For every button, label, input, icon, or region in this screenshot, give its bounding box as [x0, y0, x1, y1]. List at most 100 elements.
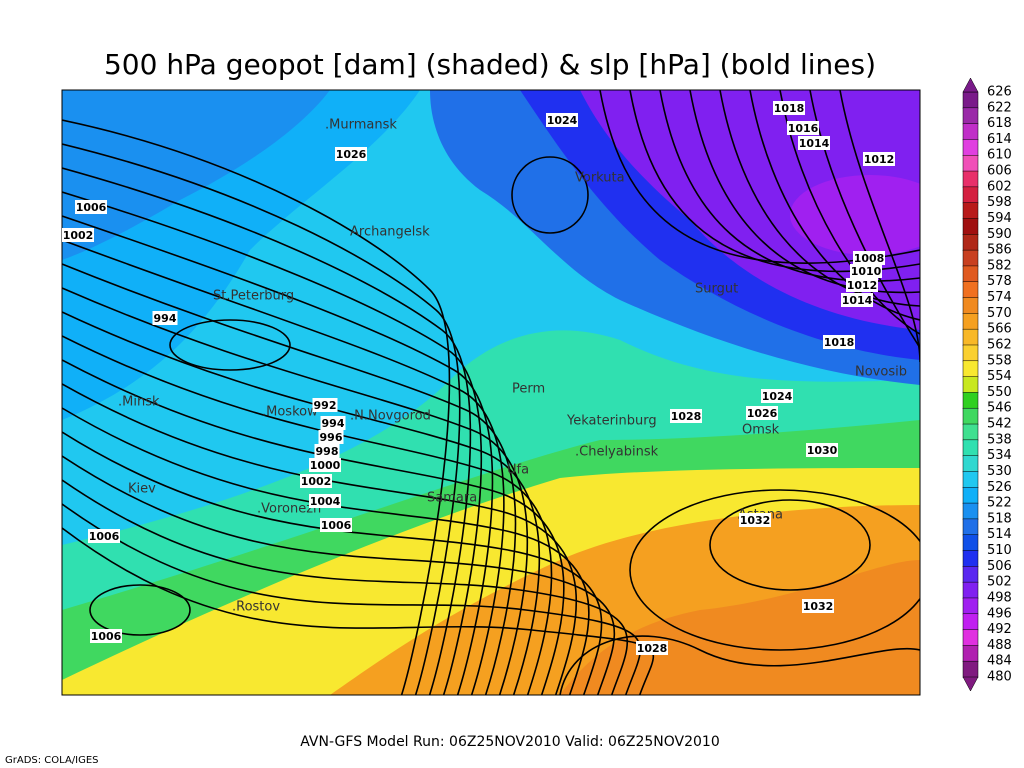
isobar — [629, 90, 920, 273]
isobar-label: 1004 — [310, 495, 341, 508]
isobar-label: 994 — [154, 312, 177, 325]
shade-lavender — [790, 175, 920, 255]
isobar-label-box — [88, 529, 120, 543]
isobar-label: 1032 — [803, 600, 834, 613]
colorbar-label: 488 — [987, 638, 1012, 653]
isobar-label-box — [798, 136, 830, 150]
colorbar-swatch — [962, 471, 979, 489]
colorbar-swatch — [962, 107, 979, 125]
colorbar-swatch — [962, 202, 979, 220]
isobar-label-box — [746, 406, 778, 420]
isobar-label: 1028 — [671, 410, 702, 423]
city-label: Novosib — [855, 365, 907, 380]
colorbar-swatch — [962, 154, 979, 172]
colorbar-swatch — [962, 439, 979, 457]
colorbar-swatch — [962, 218, 979, 236]
city-label: St.Peterburg — [213, 289, 294, 304]
isobar-label: 1026 — [747, 407, 778, 420]
colorbar-label: 586 — [987, 243, 1012, 258]
city-label: .Chelyabinsk — [575, 445, 659, 460]
isobar — [511, 156, 589, 234]
isobar-label-box — [802, 599, 834, 613]
colorbar-label: 554 — [987, 369, 1012, 384]
isobar — [62, 431, 603, 695]
isobar-label: 1006 — [321, 519, 352, 532]
colorbar: 6266226186146106066025985945905865825785… — [962, 77, 1012, 692]
colorbar-label: 606 — [987, 164, 1012, 179]
isobar-label: 1012 — [864, 153, 895, 166]
colorbar-label: 550 — [987, 385, 1012, 400]
city-label: .Minsk — [118, 395, 160, 410]
isobar — [62, 359, 565, 695]
isobar-label: 1028 — [637, 642, 668, 655]
city-label: Surgut — [695, 282, 738, 297]
isobar — [62, 191, 483, 695]
colorbar-label: 626 — [987, 85, 1012, 100]
isobar-label-box — [853, 251, 885, 265]
colorbar-label: 618 — [987, 116, 1012, 131]
colorbar-label: 602 — [987, 179, 1012, 194]
shaded-field — [62, 90, 920, 695]
isobar-label: 1012 — [847, 279, 878, 292]
colorbar-swatch — [962, 566, 979, 583]
colorbar-label: 480 — [987, 670, 1012, 685]
colorbar-swatch — [962, 91, 979, 109]
colorbar-swatch — [962, 249, 979, 267]
colorbar-swatch — [962, 423, 979, 441]
isobar-label: 1018 — [824, 336, 855, 349]
colorbar-label: 538 — [987, 432, 1012, 447]
isobar — [62, 239, 505, 695]
colorbar-label: 614 — [987, 132, 1012, 147]
city-label: Yekaterinburg — [566, 414, 657, 429]
isobar — [89, 584, 191, 636]
isobar — [62, 407, 590, 695]
city-label: .Murmansk — [325, 118, 397, 133]
colorbar-swatch — [962, 170, 979, 188]
isobar — [709, 499, 871, 591]
city-label: Samara — [427, 491, 477, 506]
isobar — [62, 215, 494, 695]
isobar-label-box — [761, 389, 793, 403]
colorbar-swatch — [962, 392, 979, 409]
colorbar-swatch — [962, 328, 979, 346]
colorbar-swatch — [962, 123, 979, 141]
colorbar-label: 496 — [987, 606, 1012, 621]
shade-blue-nw — [62, 90, 330, 260]
isobar-label-box — [823, 335, 855, 349]
isobar-label: 996 — [320, 431, 343, 444]
colorbar-label: 526 — [987, 480, 1012, 495]
isobar — [62, 143, 461, 695]
isobar-label: 1002 — [301, 475, 332, 488]
colorbar-swatch — [962, 629, 979, 647]
city-label: Omsk — [742, 423, 780, 438]
isobar-label: 1014 — [842, 294, 873, 307]
colorbar-swatch — [962, 534, 979, 552]
isobar-label-box — [850, 264, 882, 278]
colorbar-label: 530 — [987, 464, 1012, 479]
colorbar-label: 534 — [987, 448, 1012, 463]
isobar-label-box — [846, 278, 878, 292]
isobar-label: 1014 — [799, 137, 830, 150]
colorbar-label: 492 — [987, 622, 1012, 637]
isobar-label-box — [773, 101, 805, 115]
colorbar-label: 598 — [987, 195, 1012, 210]
isobar-label: 994 — [322, 417, 345, 430]
colorbar-swatch — [962, 186, 979, 204]
colorbar-swatch — [962, 597, 979, 615]
isobar-label: 1032 — [740, 514, 771, 527]
isobar-label-box — [739, 513, 771, 527]
isobar-label-box — [787, 121, 819, 135]
isobar-label-box — [863, 152, 895, 166]
isobar-label-box — [318, 430, 344, 444]
colorbar-swatch — [962, 502, 979, 520]
isobar — [62, 383, 578, 695]
colorbar-label: 574 — [987, 290, 1012, 305]
isobar-label: 1024 — [547, 114, 578, 127]
colorbar-label: 566 — [987, 322, 1012, 337]
isobar — [62, 335, 553, 695]
city-label: Ufa — [507, 463, 529, 478]
colorbar-swatch — [962, 660, 979, 678]
city-label: .Rostov — [232, 600, 280, 615]
map-frame — [61, 89, 921, 696]
isobar-label: 1030 — [807, 444, 838, 457]
